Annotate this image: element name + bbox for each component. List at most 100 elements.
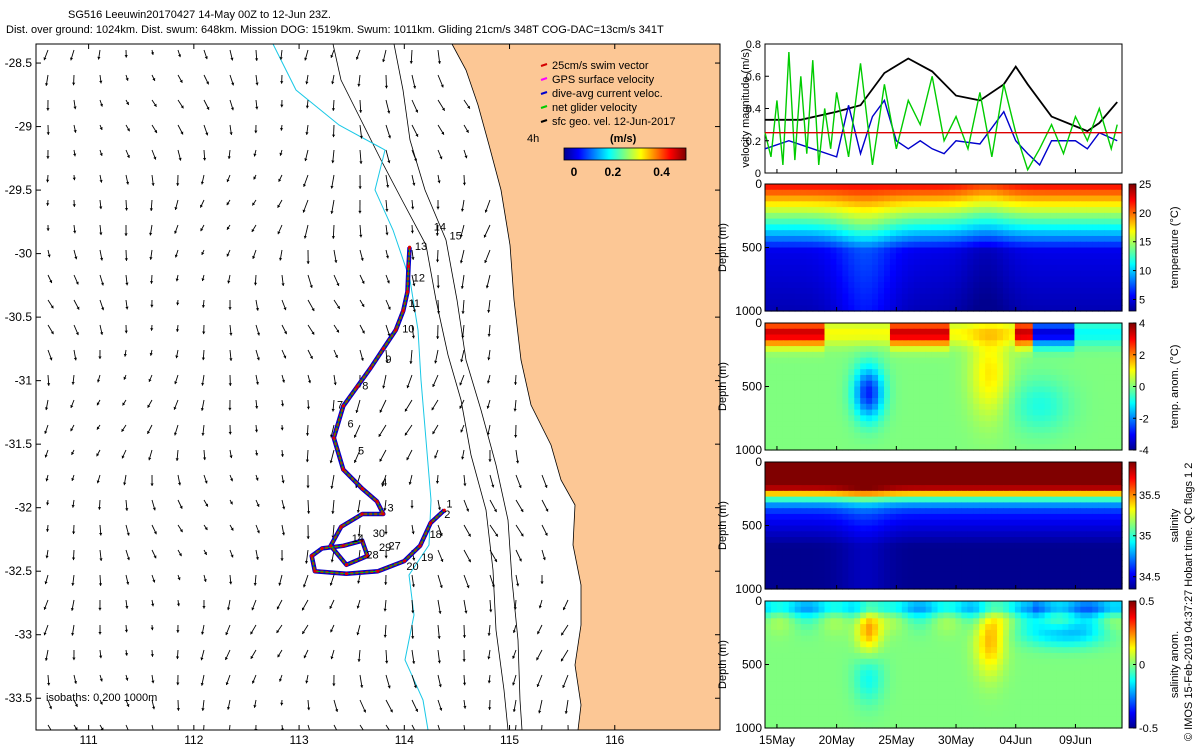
heatmap-cell xyxy=(943,531,951,538)
heatmap-cell xyxy=(1110,508,1117,515)
track-day-label: 13 xyxy=(415,241,427,253)
heatmap-cell xyxy=(1056,241,1064,249)
heatmap-cell xyxy=(895,467,903,475)
heatmap-cell xyxy=(806,554,814,561)
heatmap-cell xyxy=(806,392,814,399)
heatmap-cell xyxy=(776,479,784,486)
heatmap-cell xyxy=(889,282,897,289)
heatmap-cell xyxy=(878,328,885,336)
heatmap-cell xyxy=(919,554,927,561)
heatmap-cell xyxy=(973,554,980,561)
velocity-vector xyxy=(99,699,103,705)
heatmap-cell xyxy=(782,624,790,631)
heatmap-cell xyxy=(925,276,933,283)
heatmap-cell xyxy=(985,207,992,214)
heatmap-cell xyxy=(937,421,945,428)
heatmap-cell xyxy=(854,363,861,370)
heatmap-cell xyxy=(765,230,772,237)
heatmap-cell xyxy=(860,218,867,226)
heatmap-cell xyxy=(919,212,927,220)
heatmap-cell xyxy=(1032,293,1040,301)
heatmap-cell xyxy=(782,293,790,301)
heatmap-cell xyxy=(1032,201,1040,208)
heatmap-cell xyxy=(860,537,867,544)
heatmap-cell xyxy=(842,601,849,608)
heatmap-cell xyxy=(1110,207,1117,214)
heatmap-cell xyxy=(818,351,826,359)
heatmap-cell xyxy=(1008,606,1016,614)
heatmap-cell xyxy=(1032,583,1040,590)
heatmap-cell xyxy=(937,195,945,202)
heatmap-cell xyxy=(872,235,879,243)
heatmap-cell xyxy=(1008,201,1016,208)
velocity-vector xyxy=(71,574,75,586)
heatmap-cell xyxy=(848,241,855,249)
heatmap-cell xyxy=(1062,386,1070,393)
heatmap-cell xyxy=(1014,490,1022,498)
heatmap-cell xyxy=(1032,328,1040,336)
heatmap-cell xyxy=(1003,398,1010,405)
velocity-vector xyxy=(437,674,442,688)
heatmap-cell xyxy=(1116,548,1123,555)
heatmap-cell xyxy=(985,571,992,579)
heatmap-cell xyxy=(842,624,849,631)
heatmap-cell xyxy=(955,571,962,579)
heatmap-cell xyxy=(1062,235,1070,243)
heatmap-cell xyxy=(860,212,867,220)
heatmap-cell xyxy=(765,334,772,341)
heatmap-cell xyxy=(860,571,867,579)
heatmap-cell xyxy=(842,502,849,509)
heatmap-cell xyxy=(1056,346,1064,353)
heatmap-cell xyxy=(878,473,885,480)
heatmap-cell xyxy=(836,282,843,289)
heatmap-cell xyxy=(937,502,945,509)
heatmap-cell xyxy=(806,253,814,260)
heatmap-cell xyxy=(1038,184,1046,191)
heatmap-cell xyxy=(788,565,796,573)
heatmap-cell xyxy=(836,508,843,515)
heatmap-cell xyxy=(866,357,873,365)
heatmap-cell xyxy=(836,276,843,283)
velocity-vector xyxy=(255,449,259,456)
heatmap-cell xyxy=(782,305,790,312)
heatmap-cell xyxy=(794,241,802,249)
heatmap-cell xyxy=(788,415,796,422)
heatmap-cell xyxy=(919,184,927,191)
heatmap-cell xyxy=(878,438,885,445)
velocity-vector xyxy=(253,149,257,157)
heatmap-cell xyxy=(949,473,956,480)
velocity-vector xyxy=(356,499,361,513)
heatmap-cell xyxy=(860,351,867,359)
heatmap-cell xyxy=(955,548,962,555)
velocity-vector xyxy=(486,399,491,409)
heatmap-cell xyxy=(1032,415,1040,422)
heatmap-cell xyxy=(782,259,790,266)
heatmap-cell xyxy=(961,189,968,197)
heatmap-cell xyxy=(889,224,897,231)
heatmap-cell xyxy=(824,201,832,208)
heatmap-cell xyxy=(901,421,909,428)
heatmap-cell xyxy=(931,363,939,370)
heatmap-cell xyxy=(895,334,903,341)
velocity-vector xyxy=(177,124,184,135)
heatmap-cell xyxy=(1038,346,1046,353)
heatmap-cell xyxy=(782,473,790,480)
heatmap-cell xyxy=(1014,542,1022,550)
heatmap-cell xyxy=(824,247,832,254)
heatmap-cell xyxy=(770,386,778,393)
heatmap-cell xyxy=(1098,583,1105,590)
heatmap-cell xyxy=(1074,305,1081,312)
heatmap-cell xyxy=(1056,264,1064,272)
velocity-vector xyxy=(562,599,569,611)
heatmap-cell xyxy=(949,380,956,388)
heatmap-cell xyxy=(1080,508,1087,515)
velocity-vector xyxy=(489,574,495,588)
heatmap-cell xyxy=(943,293,951,301)
heatmap-cell xyxy=(836,560,843,567)
heatmap-cell xyxy=(842,323,849,330)
heatmap-cell xyxy=(806,601,814,608)
heatmap-cell xyxy=(770,305,778,312)
heatmap-cell xyxy=(1092,218,1099,226)
heatmap-cell xyxy=(949,624,956,631)
heatmap-cell xyxy=(937,479,945,486)
